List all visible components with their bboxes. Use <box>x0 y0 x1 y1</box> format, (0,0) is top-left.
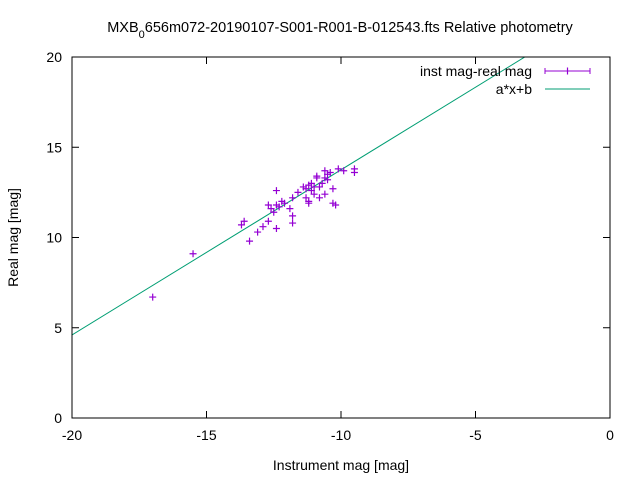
data-point <box>321 167 329 175</box>
data-point <box>334 165 342 173</box>
data-point <box>307 179 315 187</box>
y-axis-label: Real mag [mag] <box>5 188 21 287</box>
x-tick-label: 0 <box>606 427 614 443</box>
data-point <box>329 185 337 193</box>
data-point <box>307 187 315 195</box>
y-tick-label: 20 <box>46 49 62 65</box>
x-tick-label: -10 <box>331 427 351 443</box>
chart-title-subscript: 0 <box>139 29 145 41</box>
legend-label: a*x+b <box>496 81 532 97</box>
chart-title-prefix: MXB <box>107 20 138 36</box>
data-point <box>267 205 275 213</box>
data-point <box>332 201 340 209</box>
y-tick-label: 5 <box>54 320 62 336</box>
data-point <box>289 212 297 220</box>
data-point <box>246 237 254 245</box>
data-point <box>264 201 272 209</box>
data-point <box>240 217 248 225</box>
chart-title-suffix: 656m072-20190107-S001-R001-B-012543.fts … <box>145 20 574 36</box>
data-point <box>281 199 289 207</box>
plot-marks <box>72 57 526 336</box>
data-point <box>270 208 278 216</box>
data-point <box>326 169 334 177</box>
data-point <box>310 190 318 198</box>
y-tick-label: 15 <box>46 139 62 155</box>
data-point <box>189 250 197 258</box>
x-tick-label: -5 <box>469 427 482 443</box>
x-tick-label: -15 <box>196 427 216 443</box>
data-point <box>302 185 310 193</box>
data-point <box>289 219 297 227</box>
plot-frame <box>71 56 611 419</box>
data-point <box>237 221 245 229</box>
data-point <box>272 224 280 232</box>
data-point <box>272 187 280 195</box>
data-point <box>259 223 267 231</box>
data-point <box>313 172 321 180</box>
data-point <box>350 169 358 177</box>
data-point <box>315 183 323 191</box>
data-point <box>302 194 310 202</box>
legend-label: inst mag-real mag <box>420 63 532 79</box>
data-point <box>305 199 313 207</box>
y-tick-label: 0 <box>54 410 62 426</box>
data-point <box>294 188 302 196</box>
data-point <box>264 217 272 225</box>
data-point <box>340 167 348 175</box>
data-point <box>275 203 283 211</box>
chart-title: MXB0656m072-20190107-S001-R001-B-012543.… <box>107 20 573 41</box>
axis-ticks: -20 -15 -10 -5 0 0 5 10 15 20 <box>46 49 614 443</box>
x-tick-label: -20 <box>62 427 82 443</box>
data-point <box>286 205 294 213</box>
data-point <box>324 176 332 184</box>
x-axis-label: Instrument mag [mag] <box>273 457 409 473</box>
data-point <box>289 194 297 202</box>
legend: inst mag-real mag a*x+b <box>420 63 591 97</box>
data-point <box>318 179 326 187</box>
fit-line <box>72 57 526 336</box>
data-point <box>254 228 262 236</box>
data-point <box>149 293 157 301</box>
data-point <box>315 194 323 202</box>
data-point <box>321 190 329 198</box>
y-tick-label: 10 <box>46 230 62 246</box>
